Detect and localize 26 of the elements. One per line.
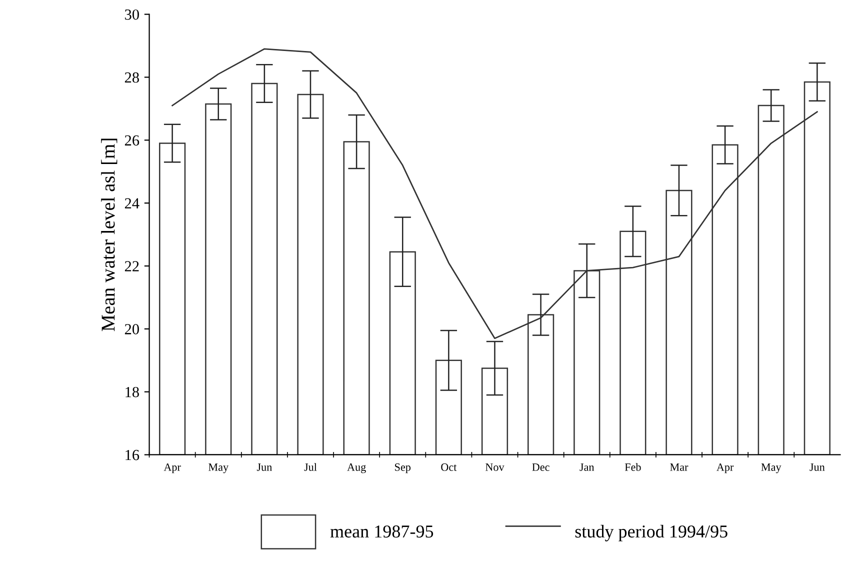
y-tick-label: 18 — [126, 386, 139, 398]
x-tick-label: Apr — [164, 463, 181, 474]
y-axis-title: Mean water level asl [m] — [101, 138, 118, 332]
x-tick-label: Jun — [810, 464, 825, 471]
y-tick-label: 16 — [126, 450, 140, 460]
x-tick-label: Apr — [716, 463, 734, 474]
x-tick-label: Jul — [304, 463, 317, 471]
legend-label: study period 1994/95 — [575, 524, 728, 542]
y-tick-label: 28 — [124, 72, 139, 83]
x-tick-label: Jun — [256, 464, 272, 471]
x-tick-label: Sep — [395, 463, 411, 474]
y-tick-label: 30 — [125, 9, 139, 20]
x-tick-label: May — [208, 463, 229, 474]
y-tick-label: 22 — [124, 261, 139, 272]
y-tick-label: 20 — [124, 324, 139, 334]
x-tick-label: Nov — [485, 464, 504, 471]
x-tick-label: Mar — [670, 464, 688, 471]
x-tick-label: Jan — [580, 464, 594, 471]
x-tick-label: Aug — [347, 463, 366, 474]
y-tick-label: 24 — [124, 198, 140, 208]
legend-label: mean 1987-95 — [330, 525, 434, 538]
y-tick-label: 26 — [124, 135, 140, 146]
x-tick-label: Feb — [624, 463, 641, 471]
x-tick-label: May — [761, 463, 782, 474]
x-tick-label: Oct — [441, 463, 457, 471]
x-tick-label: Dec — [532, 464, 550, 471]
